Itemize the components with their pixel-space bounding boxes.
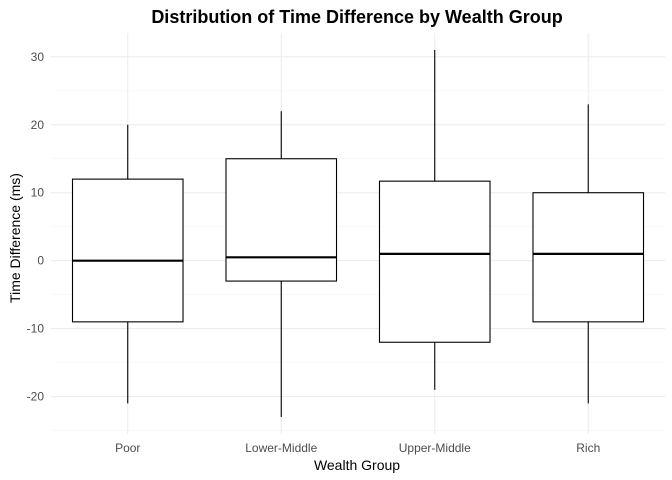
box-iqr <box>532 192 645 323</box>
y-tick-label: -20 <box>27 390 45 404</box>
y-tick-label: 0 <box>37 254 44 268</box>
x-axis-ticks: Poor Lower-Middle Upper-Middle Rich <box>115 441 600 455</box>
y-tick-label: 10 <box>31 186 45 200</box>
y-axis-title: Time Difference (ms) <box>7 173 23 303</box>
box-iqr <box>71 178 184 323</box>
x-tick-label: Rich <box>576 441 600 455</box>
box-group-upper-middle <box>378 49 491 390</box>
y-axis-ticks: -20 -10 0 10 20 30 <box>27 50 45 404</box>
x-tick-label: Upper-Middle <box>399 441 471 455</box>
box-group-poor <box>71 124 184 404</box>
box-group-rich <box>532 104 645 404</box>
y-tick-label: 30 <box>31 50 45 64</box>
chart-title: Distribution of Time Difference by Wealt… <box>151 7 562 27</box>
y-tick-label: -10 <box>27 322 45 336</box>
box-iqr <box>225 158 338 282</box>
box-iqr <box>378 180 491 343</box>
y-tick-label: 20 <box>31 118 45 132</box>
x-tick-label: Poor <box>115 441 140 455</box>
x-tick-label: Lower-Middle <box>245 441 317 455</box>
box-group-lower-middle <box>225 111 338 418</box>
boxes-layer <box>71 49 645 418</box>
x-axis-title: Wealth Group <box>314 457 400 473</box>
